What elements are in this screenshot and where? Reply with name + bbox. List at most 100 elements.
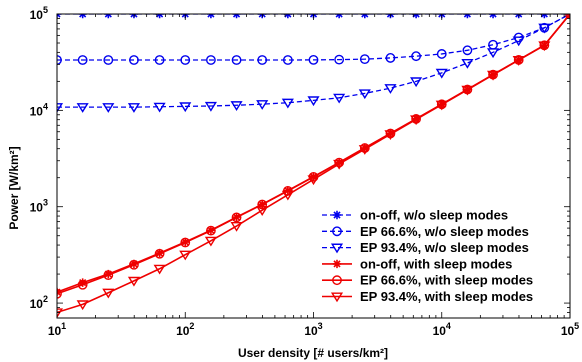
data-point <box>257 55 268 65</box>
data-point <box>180 237 191 248</box>
x-tick-label: 104 <box>433 321 451 338</box>
y-tick-label: 105 <box>30 5 48 22</box>
data-point <box>538 41 551 52</box>
data-point <box>231 55 242 65</box>
legend-label: on-off, w/o sleep modes <box>360 208 508 223</box>
series-line <box>57 14 570 61</box>
x-tick-label: 101 <box>48 321 66 338</box>
data-point <box>129 55 139 65</box>
data-point <box>154 55 165 65</box>
data-point <box>102 103 115 113</box>
data-point <box>384 130 397 140</box>
plot-area <box>57 14 570 318</box>
data-point <box>154 248 165 259</box>
legend-entry-1: on-off, w/o sleep modes <box>322 208 508 223</box>
x-tick-label: 105 <box>561 321 579 338</box>
x-tick-label: 102 <box>176 321 194 338</box>
data-point <box>104 269 113 279</box>
data-point <box>486 48 500 59</box>
data-point <box>281 98 294 109</box>
x-axis-title: User density [# users/km²] <box>238 346 388 360</box>
data-point <box>57 308 64 318</box>
x-tick-label: 103 <box>304 321 322 338</box>
data-point <box>78 278 87 287</box>
data-point <box>179 102 192 113</box>
data-point <box>231 212 242 223</box>
data-point <box>257 199 268 210</box>
data-point <box>333 159 346 170</box>
legend-entry-2: EP 66.6%, w/o sleep modes <box>322 224 529 239</box>
data-point <box>282 55 293 65</box>
legend-marker <box>332 259 342 269</box>
data-point <box>129 259 139 270</box>
data-point <box>461 58 474 69</box>
legend-label: EP 66.6%, w/o sleep modes <box>360 224 529 239</box>
legend-label: on-off, with sleep modes <box>360 256 512 271</box>
legend-label: EP 66.6%, with sleep modes <box>360 273 533 288</box>
data-point <box>307 175 320 186</box>
data-point <box>308 54 319 65</box>
data-point <box>358 89 371 100</box>
y-tick-label: 102 <box>30 294 48 311</box>
data-point <box>103 55 114 65</box>
data-point <box>461 85 474 96</box>
y-tick-label: 104 <box>30 101 48 118</box>
legend-marker <box>330 243 344 254</box>
data-point <box>76 300 89 311</box>
data-point <box>127 103 141 113</box>
data-point <box>436 49 447 59</box>
legend-marker <box>332 275 342 286</box>
data-point <box>384 84 397 94</box>
y-axis-title: Power [W/km²] <box>7 146 21 229</box>
data-point <box>103 270 114 281</box>
data-point <box>256 206 269 216</box>
data-point <box>358 145 371 155</box>
data-point <box>230 101 243 111</box>
data-point <box>77 55 88 65</box>
data-point <box>230 221 243 232</box>
data-point <box>566 14 570 20</box>
plot-content <box>57 14 570 318</box>
data-point <box>180 55 191 65</box>
data-point <box>334 54 345 65</box>
data-point <box>410 115 423 126</box>
data-point <box>333 93 346 104</box>
legend-label: EP 93.4%, w/o sleep modes <box>360 240 529 255</box>
data-point <box>153 102 166 113</box>
data-point <box>57 288 62 299</box>
legend-marker <box>332 210 342 220</box>
data-point <box>435 100 448 111</box>
data-point <box>512 56 525 66</box>
y-tick-label: 103 <box>30 198 48 215</box>
data-point <box>127 276 141 287</box>
legend-entry-5: EP 66.6%, with sleep modes <box>322 273 533 288</box>
data-point <box>411 51 422 62</box>
series-2 <box>57 14 570 65</box>
legend-entry-6: EP 93.4%, with sleep modes <box>322 289 533 304</box>
data-point <box>206 225 216 236</box>
data-point <box>538 23 551 34</box>
legend-entry-3: EP 93.4%, w/o sleep modes <box>322 240 529 255</box>
data-point <box>102 288 115 299</box>
data-point <box>204 236 217 247</box>
legend-marker <box>330 292 344 303</box>
legend-label: EP 93.4%, with sleep modes <box>360 289 533 304</box>
series-line <box>57 14 570 314</box>
data-point <box>206 55 216 65</box>
data-point <box>486 70 500 81</box>
data-point <box>359 54 370 65</box>
data-point <box>77 279 88 290</box>
data-point <box>410 77 423 88</box>
data-point <box>307 96 320 107</box>
data-point <box>179 250 192 261</box>
legend-entry-4: on-off, with sleep modes <box>322 256 512 271</box>
data-point <box>57 55 62 65</box>
data-point <box>385 53 396 63</box>
series-6 <box>57 14 570 318</box>
data-point <box>462 45 473 56</box>
data-point <box>256 100 269 110</box>
data-point <box>204 101 217 112</box>
data-point <box>153 264 166 275</box>
